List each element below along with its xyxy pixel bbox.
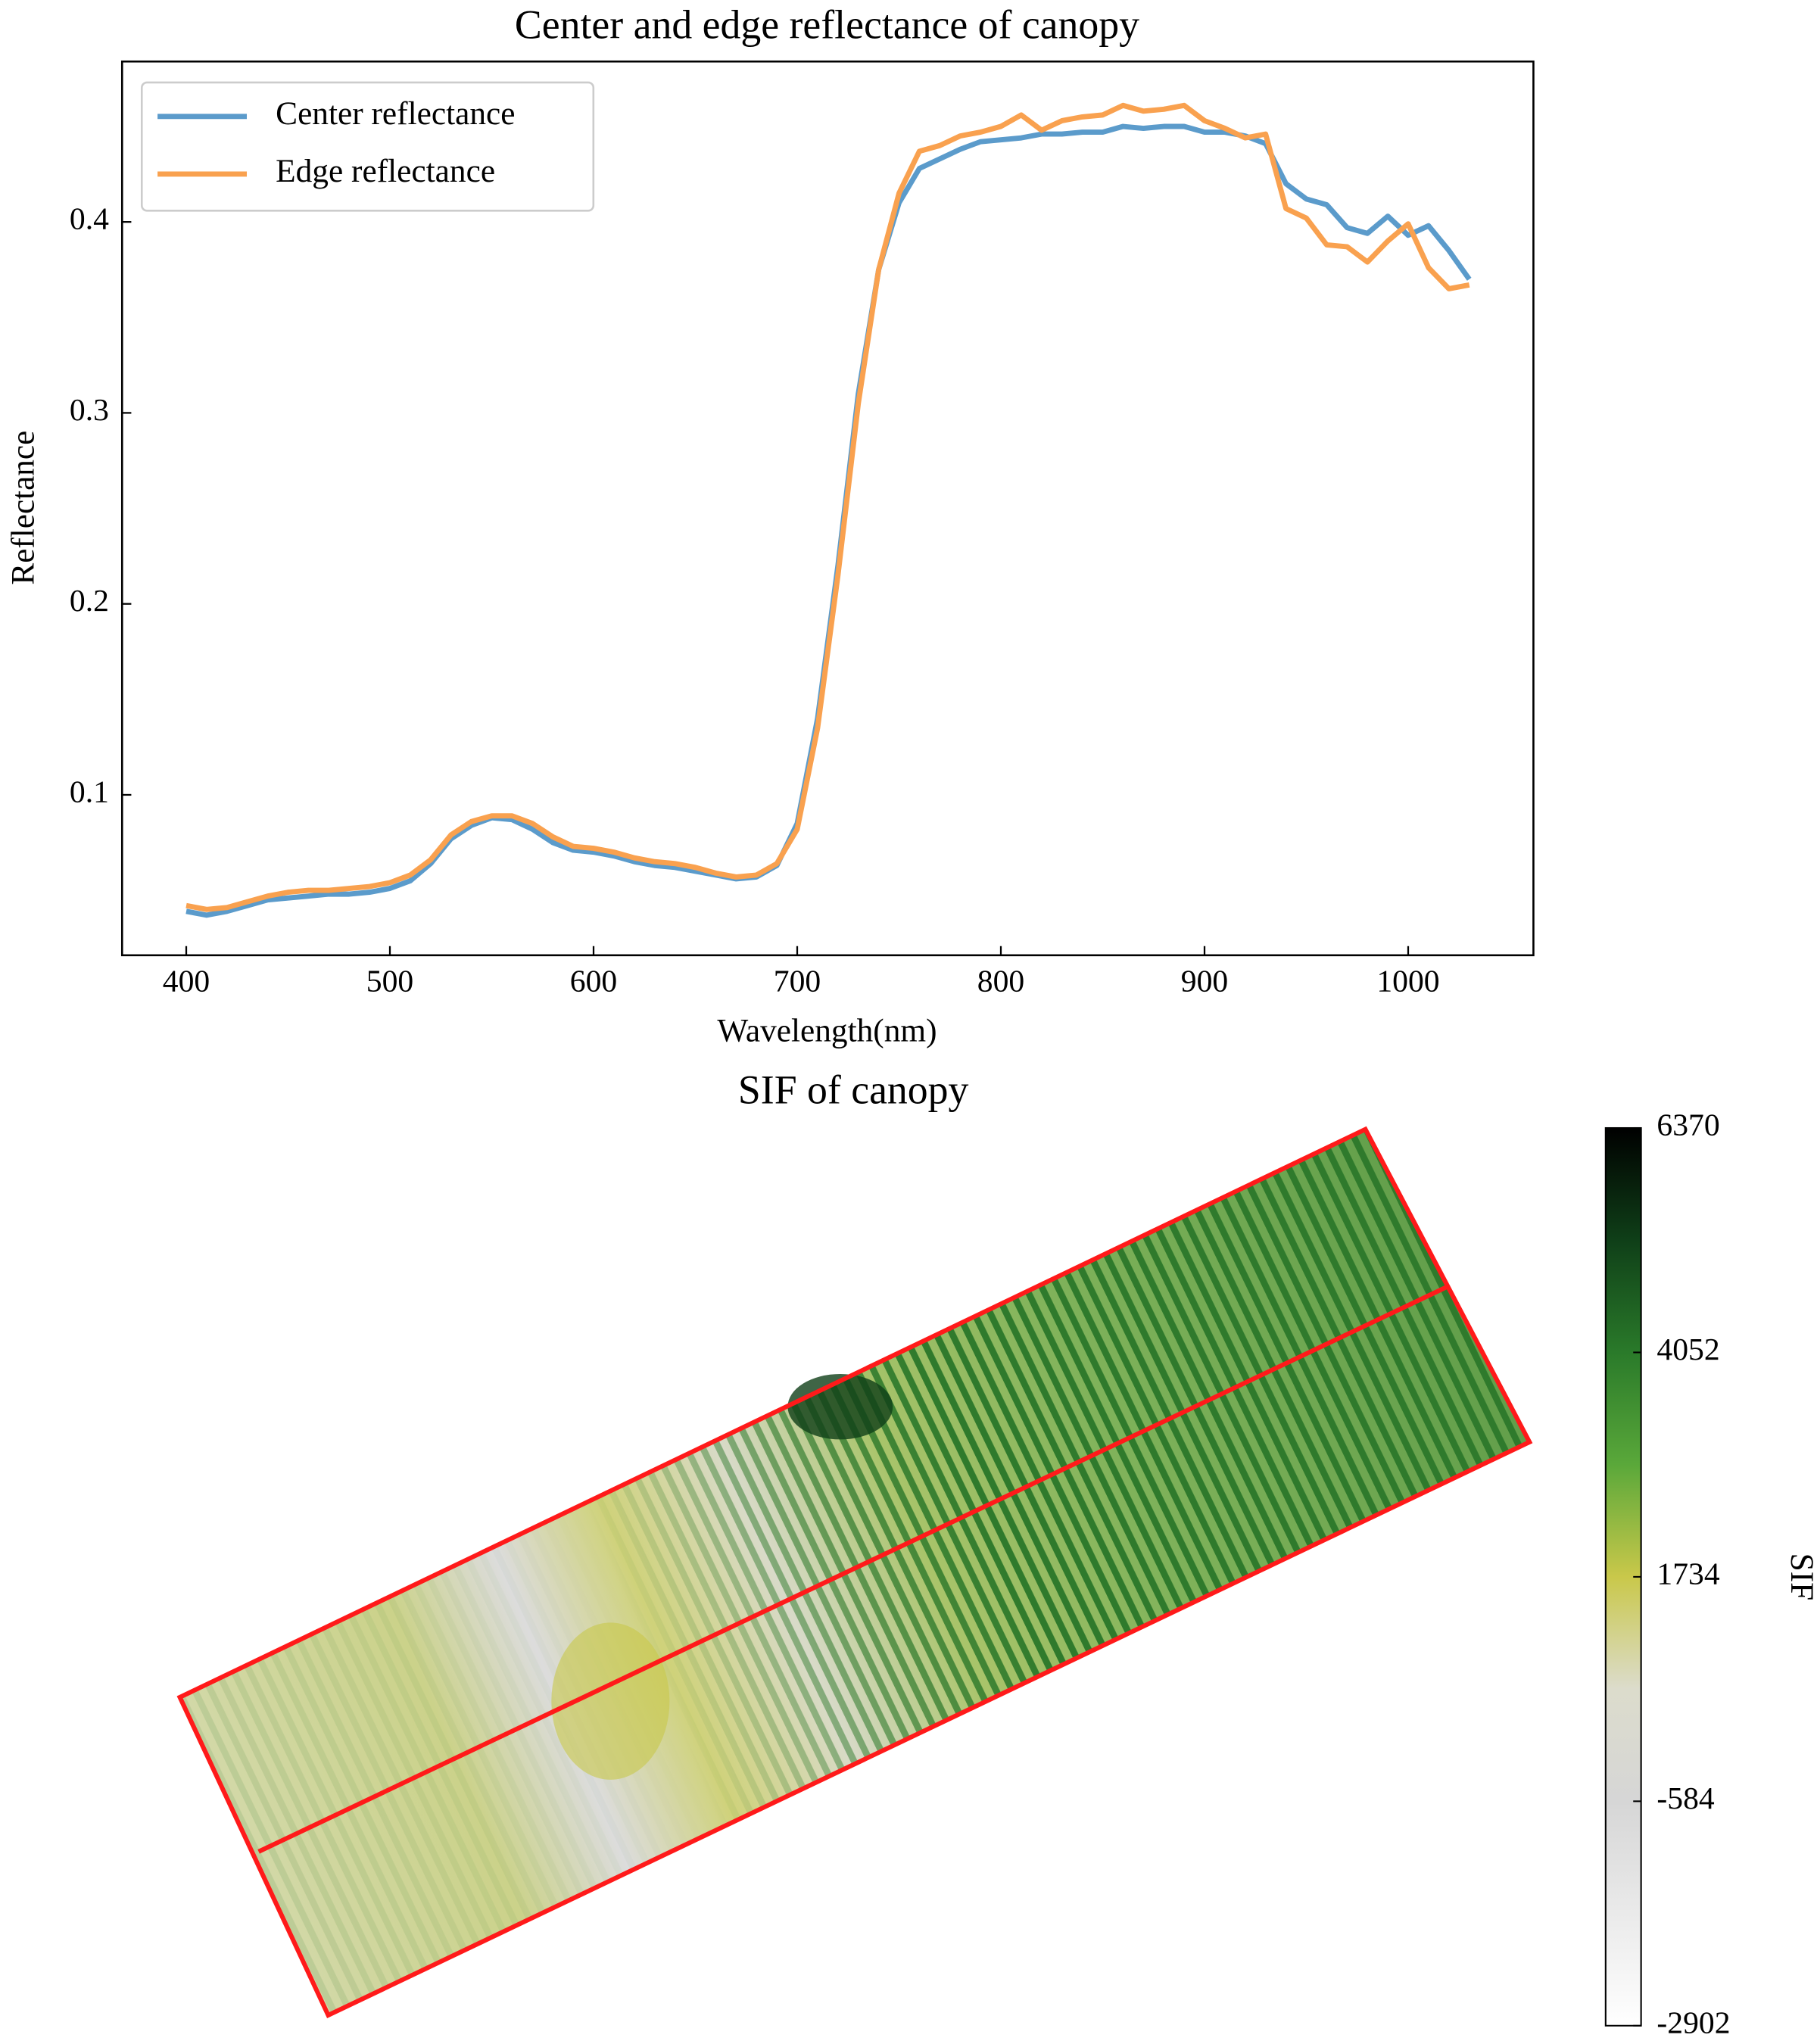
colorbar-label: SIF [1784, 1553, 1817, 1600]
colorbar-tick-label: 1734 [1656, 1556, 1719, 1591]
colorbar-tick-label: -2902 [1656, 2005, 1730, 2039]
map-yellow-patch [551, 1622, 670, 1780]
x-tick-label: 400 [163, 963, 210, 998]
map-dark-patch [787, 1373, 893, 1440]
legend-box [140, 81, 595, 212]
line-series [185, 123, 1472, 918]
sif-chart: SIF of canopy SIF -2902 -584 1734 4052 6370 [176, 1067, 1817, 2039]
x-tick-label: 900 [1181, 963, 1228, 998]
map-outline [176, 1126, 1533, 2019]
legend-label: Edge reflectance [276, 153, 495, 189]
map-center-line [257, 1284, 1450, 1854]
x-tick-label: 500 [366, 963, 413, 998]
chart-title: Center and edge reflectance of canopy [515, 2, 1139, 47]
legend-label: Center reflectance [276, 95, 515, 132]
y-tick-label: 0.3 [70, 392, 109, 427]
line-series [185, 102, 1470, 912]
colorbar-tick-label: 4052 [1656, 1332, 1719, 1366]
y-tick-label: 0.2 [70, 583, 109, 618]
x-tick-label: 1000 [1376, 963, 1439, 998]
x-tick-label: 800 [977, 963, 1024, 998]
x-tick-label: 700 [774, 963, 821, 998]
x-axis-label: Wavelength(nm) [717, 1013, 937, 1049]
y-tick-label: 0.4 [70, 201, 109, 236]
colorbar-tick-label: 6370 [1656, 1108, 1719, 1142]
y-axis-label: Reflectance [5, 431, 42, 585]
colorbar-tick-label: -584 [1656, 1781, 1715, 1815]
plot-frame [120, 60, 1535, 957]
y-tick-label: 0.1 [70, 774, 109, 809]
reflectance-chart: Center and edge reflectance of canopy Wa… [5, 2, 1535, 1049]
map-rows [179, 1129, 1530, 2015]
chart-title: SIF of canopy [738, 1067, 969, 1112]
x-tick-label: 600 [570, 963, 617, 998]
